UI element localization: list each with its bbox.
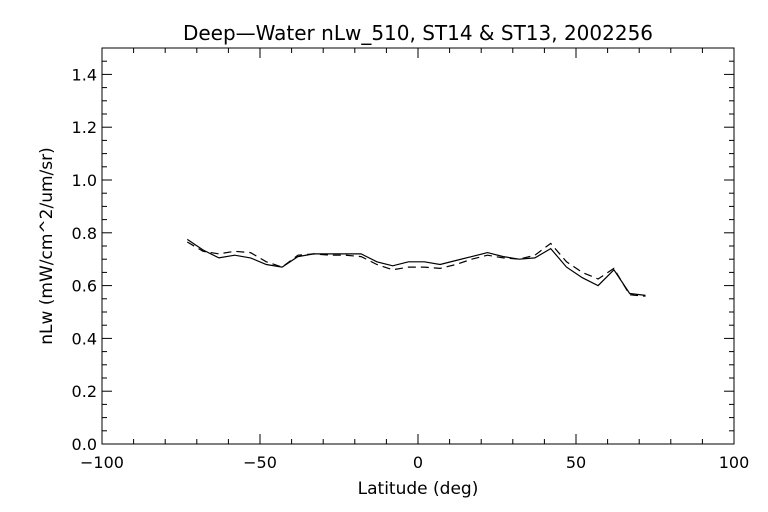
y-tick-label: 0.6	[72, 277, 97, 296]
series-line-solid	[186, 238, 646, 296]
x-tick-label: −50	[243, 453, 277, 472]
y-tick-label: 0.8	[72, 224, 97, 243]
series-line-dashed	[186, 241, 646, 297]
x-axis-label: Latitude (deg)	[358, 479, 479, 499]
y-tick-label: 1.4	[72, 65, 97, 84]
chart-title: Deep—Water nLw_510, ST14 & ST13, 2002256	[183, 21, 653, 45]
series-layer	[186, 238, 646, 297]
y-tick-labels: 0.0 0.2 0.4 0.6 0.8 1.0 1.2 1.4	[72, 65, 97, 454]
y-tick-label: 1.2	[72, 118, 97, 137]
x-tick-label: 50	[566, 453, 586, 472]
x-tick-label: −100	[80, 453, 124, 472]
y-tick-label: 1.0	[72, 171, 97, 190]
x-tick-label: 0	[413, 453, 423, 472]
y-axis-label: nLw (mW/cm^2/um/sr)	[37, 147, 57, 345]
y-tick-label: 0.2	[72, 382, 97, 401]
y-tick-label: 0.0	[72, 435, 97, 454]
y-tick-label: 0.4	[72, 329, 97, 348]
x-tick-labels: −100 −50 0 50 100	[80, 453, 749, 472]
x-tick-label: 100	[719, 453, 750, 472]
axis-ticks	[101, 47, 735, 445]
